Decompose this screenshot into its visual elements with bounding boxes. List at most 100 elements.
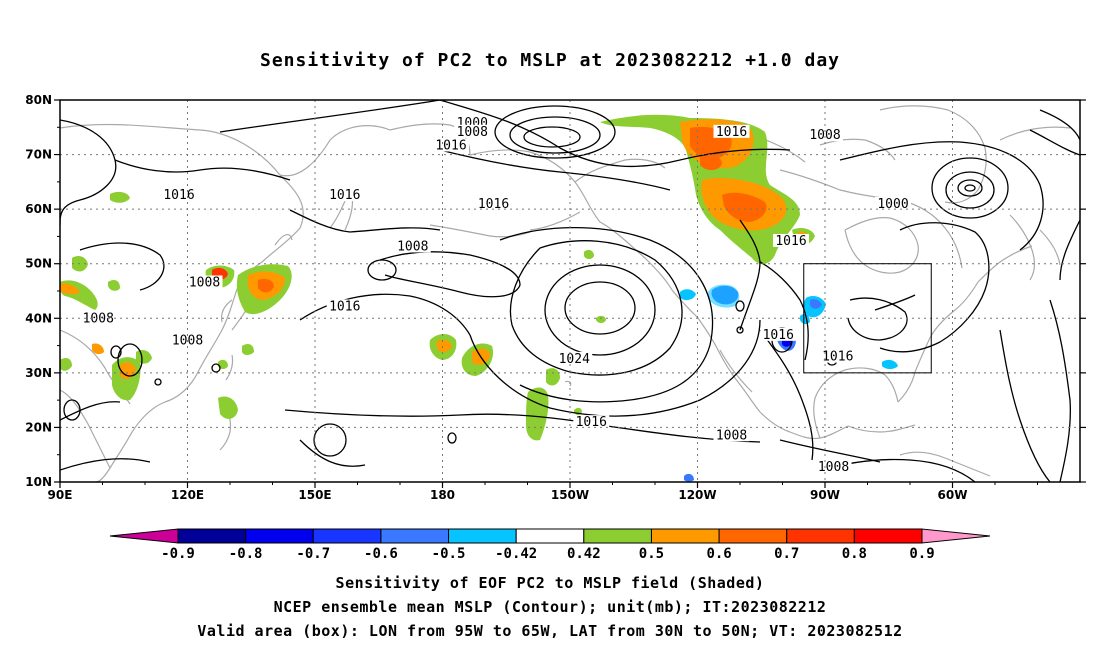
colorbar-label: 0.6 <box>706 546 731 562</box>
contour-label: 1016 <box>329 299 360 314</box>
contour-label-bg <box>394 239 431 253</box>
contour-label-bg <box>326 299 363 313</box>
colorbar-label: 0.42 <box>567 546 601 562</box>
lon-tick-label: 150E <box>298 488 331 502</box>
contour-label: 1008 <box>818 460 849 475</box>
contour-label-bg <box>807 128 843 142</box>
coastlines <box>60 105 1071 482</box>
contour-label: 1008 <box>457 125 488 140</box>
lon-tick-label: 120E <box>171 488 204 502</box>
colorbar-segment <box>448 528 517 544</box>
colorbar-segment <box>718 528 788 544</box>
shade-green-sea10 <box>60 358 72 371</box>
sensitivity-shading <box>60 114 898 482</box>
lat-tick-label: 50N <box>25 257 52 271</box>
contour-label-bg <box>454 124 491 138</box>
contour-label-bg <box>875 196 911 210</box>
lon-tick-label: 90W <box>810 488 840 502</box>
shade-green-sea4 <box>108 280 120 291</box>
colorbar-low-cap <box>109 528 179 544</box>
lon-tick-label: 90E <box>48 488 73 502</box>
colorbar-segment <box>583 528 652 544</box>
colorbar-segment <box>853 528 923 544</box>
lon-tick-label: 60W <box>938 488 968 502</box>
colorbar-segment <box>515 528 585 544</box>
colorbar-segment <box>177 528 247 544</box>
shade-green-sea6 <box>218 396 238 419</box>
shade-green-wp4 <box>546 368 560 386</box>
contour-label-bg <box>760 327 797 341</box>
caption-line-1: Sensitivity of EOF PC2 to MSLP field (Sh… <box>335 574 765 592</box>
shade-cyan-6 <box>882 359 898 369</box>
lon-tick-label: 120W <box>678 488 716 502</box>
shade-dark-orange-canada-2 <box>722 192 767 222</box>
shade-green-sea8 <box>110 191 130 203</box>
valid-area-box <box>803 263 932 374</box>
contour-label: 1016 <box>576 415 607 430</box>
gridlines <box>60 100 1080 482</box>
lon-tick-label: 180 <box>430 488 455 502</box>
lat-tick-label: 30N <box>25 366 52 380</box>
shade-dark-orange-canada-3 <box>700 154 722 171</box>
contour-label-bg <box>773 233 809 247</box>
contour-label: 1008 <box>716 428 747 443</box>
shade-green-wp3 <box>526 387 549 441</box>
lat-tick-label: 70N <box>25 148 52 162</box>
colorbar-label: 0.9 <box>909 546 934 562</box>
contour-label: 1024 <box>559 352 590 367</box>
colorbar-high-cap <box>921 528 991 544</box>
mslp-contours <box>60 100 1080 482</box>
shade-orange-wp1 <box>436 339 452 353</box>
contour-label: 1016 <box>163 188 194 203</box>
contour-label: 1016 <box>435 138 466 153</box>
colorbar-label: -0.8 <box>229 546 263 562</box>
shade-green-sea5 <box>136 350 152 364</box>
colorbar-segment <box>786 528 855 544</box>
shade-dark-orange-japan <box>258 278 274 293</box>
contour-label-bg <box>186 275 223 289</box>
contour-label: 1008 <box>397 239 428 254</box>
contour-label-bg <box>80 311 117 325</box>
colorbar-label: -0.42 <box>495 546 537 562</box>
shade-blue-7 <box>684 473 694 482</box>
contour-label: 1016 <box>822 350 853 365</box>
colorbar-label: -0.9 <box>161 546 195 562</box>
colorbar-segment <box>245 528 314 544</box>
chart-title: Sensitivity of PC2 to MSLP at 2023082212… <box>259 50 840 71</box>
contour-label-bg <box>169 333 206 347</box>
colorbar-label: -0.6 <box>364 546 398 562</box>
colorbar-label: 0.5 <box>639 546 664 562</box>
shade-blue-4 <box>810 299 822 309</box>
colorbar-segment <box>650 528 720 544</box>
shade-green-sea7 <box>218 359 228 369</box>
contour-label-bg <box>475 196 512 210</box>
shade-cyan-1 <box>708 284 740 308</box>
colorbar-segment <box>380 528 450 544</box>
contour-label-bg <box>819 349 856 363</box>
colorbar-label: -0.7 <box>296 546 330 562</box>
contour-label: 1016 <box>763 328 794 343</box>
colorbar-segment <box>312 528 382 544</box>
contour-label-bg <box>573 415 610 429</box>
lat-tick-label: 60N <box>25 202 52 216</box>
colorbar-label: 0.8 <box>842 546 867 562</box>
contour-label-bg <box>713 428 750 442</box>
lat-tick-label: 20N <box>25 420 52 434</box>
lat-tick-label: 80N <box>25 93 52 107</box>
lat-tick-label: 10N <box>25 475 52 489</box>
contour-label: 1016 <box>716 125 747 140</box>
contour-label: 1016 <box>775 234 806 249</box>
caption-line-2: NCEP ensemble mean MSLP (Contour); unit(… <box>273 598 827 616</box>
shade-orange-sea2 <box>60 283 80 295</box>
shade-cyan-2 <box>680 289 696 301</box>
contour-label-bg <box>556 351 593 365</box>
colorbar-label: 0.7 <box>774 546 799 562</box>
contour-label: 1008 <box>83 311 114 326</box>
lon-tick-label: 150W <box>551 488 589 502</box>
contour-label: 1016 <box>329 188 360 203</box>
shade-green-cp2 <box>584 249 594 259</box>
